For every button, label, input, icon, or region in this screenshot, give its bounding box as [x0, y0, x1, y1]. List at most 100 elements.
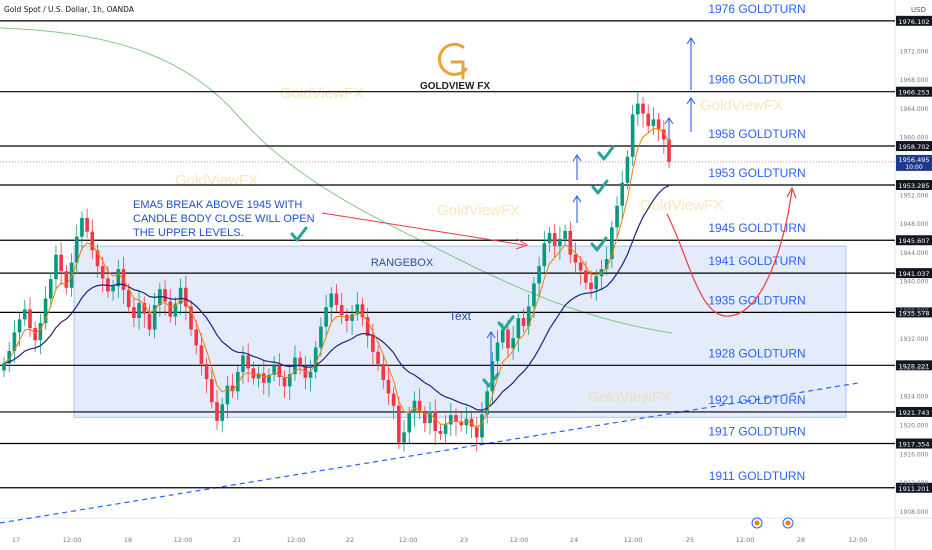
candle	[339, 305, 344, 316]
candle	[547, 233, 552, 244]
candle	[630, 114, 635, 157]
time-label-9: 12:00	[510, 536, 529, 544]
candle	[204, 364, 209, 380]
time-label-10: 24	[570, 536, 578, 544]
candle	[230, 385, 235, 392]
candle	[376, 351, 380, 365]
candle	[500, 329, 505, 343]
price-tag-1	[896, 86, 932, 97]
candle	[604, 259, 609, 270]
candle	[90, 231, 95, 251]
price-tick-0: 1908.000	[900, 509, 929, 516]
symbol-title: Gold Spot / U.S. Dollar, 1h, OANDA	[4, 5, 134, 14]
candle	[397, 405, 401, 443]
candle	[7, 351, 12, 364]
candle	[272, 365, 276, 375]
text-note: Text	[449, 309, 472, 323]
candle	[126, 289, 131, 308]
time-label-2: 18	[124, 536, 132, 544]
rangebox[interactable]	[73, 245, 847, 418]
check-icon-4	[591, 179, 609, 195]
candle	[485, 391, 489, 415]
level-label-10: 1911 GOLDTURN	[709, 469, 805, 483]
candle	[22, 309, 27, 320]
candle	[620, 182, 625, 206]
time-label-3: 12:00	[174, 536, 193, 544]
price-tag-0	[896, 15, 932, 26]
candle	[454, 415, 458, 422]
candle	[355, 304, 360, 315]
candle	[558, 238, 562, 247]
candle	[480, 414, 484, 438]
check-icon-0	[290, 226, 308, 242]
check-icon-5	[597, 145, 615, 161]
trendline-dashed	[0, 382, 859, 524]
candle	[474, 426, 479, 438]
candle	[85, 217, 89, 232]
event-flag-dot-1	[785, 520, 791, 526]
up-arrow-head-5	[486, 331, 496, 339]
time-label-0: 17	[12, 536, 20, 544]
candle	[163, 289, 167, 302]
candle	[391, 393, 396, 406]
candle	[64, 271, 69, 288]
price-tag-5	[896, 268, 932, 279]
watermark-5: GoldViewFX	[700, 97, 783, 114]
candle	[443, 424, 448, 434]
time-label-4: 21	[233, 536, 241, 544]
candle	[69, 262, 74, 288]
price-tick-16: 1972.000	[900, 48, 929, 55]
candle	[319, 326, 323, 348]
level-label-5: 1941 GOLDTURN	[708, 254, 805, 268]
candle	[636, 103, 640, 115]
candle	[209, 379, 214, 403]
price-tag-text-8: 1921.743	[898, 409, 929, 417]
level-label-4: 1945 GOLDTURN	[708, 221, 805, 235]
candle	[308, 371, 313, 378]
time-label-12: 25	[686, 536, 694, 544]
candle	[241, 355, 245, 372]
candle	[646, 113, 651, 126]
candle	[225, 385, 230, 405]
price-tag-2	[896, 141, 932, 152]
candle	[28, 309, 32, 329]
candle	[277, 365, 282, 377]
price-tag-text-0: 1976.102	[898, 18, 929, 26]
candle	[516, 317, 521, 339]
candle	[189, 306, 193, 330]
candle	[194, 329, 199, 346]
price-tick-14: 1964.000	[900, 106, 929, 113]
candle	[532, 283, 536, 307]
price-tick-9: 1944.000	[900, 250, 929, 257]
candle	[199, 345, 204, 365]
candle	[552, 233, 557, 247]
candle	[251, 368, 256, 379]
candle	[573, 254, 578, 263]
up-arrow-head-0	[686, 37, 696, 45]
time-label-8: 23	[460, 536, 468, 544]
price-tick-3: 1920.000	[900, 422, 929, 429]
price-tag-9	[896, 438, 932, 449]
price-tick-1: 1912.000	[900, 480, 929, 487]
candle	[459, 421, 464, 426]
candle	[542, 243, 547, 267]
watermark-2: GoldViewFX	[437, 202, 520, 219]
candle	[142, 302, 147, 314]
candle	[625, 156, 630, 183]
price-tick-10: 1948.000	[900, 221, 929, 228]
up-arrow-head-3	[572, 154, 582, 162]
candle	[256, 373, 261, 379]
candle	[116, 269, 121, 287]
candle	[95, 250, 100, 267]
time-label-5: 12:00	[287, 536, 306, 544]
watermark-0: GoldViewFX	[280, 85, 363, 102]
level-label-3: 1953 GOLDTURN	[708, 166, 805, 180]
candle	[54, 254, 58, 280]
time-label-11: 12:00	[624, 536, 643, 544]
candle	[438, 430, 443, 434]
ema-note-line-0: EMA5 BREAK ABOVE 1945 WITH	[133, 199, 302, 211]
check-icon-2	[497, 315, 515, 331]
candle	[267, 374, 271, 383]
candle	[184, 287, 188, 307]
